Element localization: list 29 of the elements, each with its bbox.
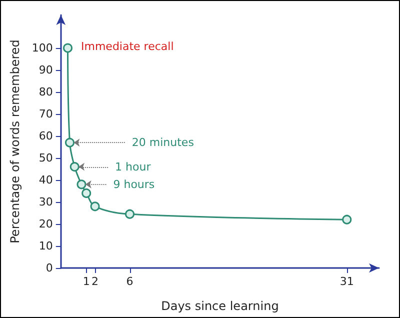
y-tick-label: 20	[38, 218, 53, 230]
x-tick-label: 1	[82, 275, 90, 288]
x-tick-label: 6	[126, 275, 134, 288]
y-tick-label: 50	[38, 152, 53, 164]
annotation: 9 hours	[113, 178, 155, 191]
annotation: 1 hour	[115, 160, 152, 174]
annotation: Immediate recall	[81, 40, 174, 53]
y-tick-label: 90	[38, 64, 53, 76]
x-tick-label: 31	[340, 275, 354, 288]
point	[70, 162, 80, 172]
point	[76, 180, 86, 190]
y-tick-label: 70	[38, 108, 53, 120]
y-tick-label: 100	[32, 42, 53, 54]
point	[125, 209, 135, 219]
y-tick-label: 40	[38, 174, 53, 186]
y-tick-label: 10	[38, 240, 53, 252]
point	[63, 43, 73, 53]
point	[342, 214, 352, 224]
point	[82, 188, 92, 198]
y-tick-label: 0	[46, 262, 53, 274]
y-tick-label: 30	[38, 196, 53, 208]
annotation: 20 minutes	[132, 136, 194, 150]
y-axis-title: Percentage of words remembered	[8, 40, 22, 244]
point	[65, 138, 75, 148]
point	[90, 202, 100, 212]
y-tick-label: 60	[38, 130, 53, 142]
y-tick-label: 80	[38, 86, 53, 98]
x-axis-title: Days since learning	[161, 299, 279, 313]
x-tick-label: 2	[92, 275, 99, 288]
